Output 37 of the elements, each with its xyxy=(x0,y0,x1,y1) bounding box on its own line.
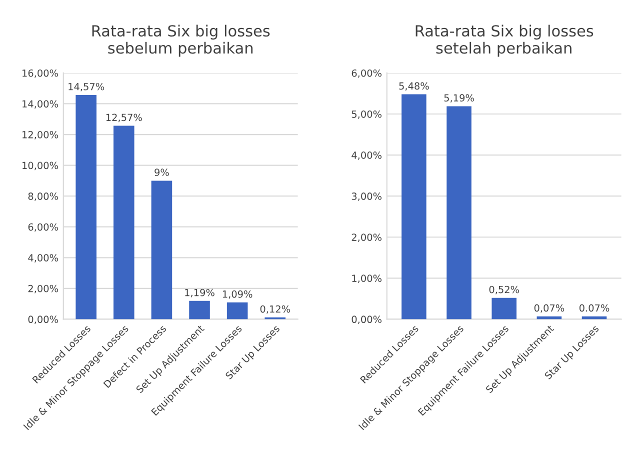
y-tick-label: 0,00% xyxy=(352,316,382,324)
y-tick-label: 3,00% xyxy=(352,192,382,201)
y-tick-label: 4,00% xyxy=(352,152,382,160)
data-label: 1,09% xyxy=(222,290,252,299)
y-tick-label: 0,00% xyxy=(28,316,58,324)
data-label: 0.07% xyxy=(579,304,610,312)
data-label: 0,07% xyxy=(534,304,564,313)
bar xyxy=(189,300,210,320)
chart-title: Rata-rata Six big losses setelah perbaikan xyxy=(416,24,594,57)
chart-title: Rata-rata Six big losses sebelum perbaikan xyxy=(92,24,270,57)
y-tick-label: 8,00% xyxy=(28,192,58,201)
bar xyxy=(114,126,134,320)
y-tick-label: 4,00% xyxy=(28,254,58,262)
data-label: 5,19% xyxy=(444,94,474,103)
bar xyxy=(76,94,96,320)
y-tick-label: 2,00% xyxy=(28,284,58,294)
bar xyxy=(446,106,472,320)
data-label: 0,12% xyxy=(260,305,290,314)
bar xyxy=(402,94,426,320)
data-label: 0,52% xyxy=(489,286,520,294)
y-tick-label: 10,00% xyxy=(22,162,58,170)
bar xyxy=(151,180,172,320)
y-tick-label: 14,00% xyxy=(22,100,58,109)
y-tick-label: 2,00% xyxy=(352,234,382,242)
y-tick-label: 12,00% xyxy=(22,131,58,140)
y-tick-label: 6,00% xyxy=(28,223,58,232)
bar xyxy=(226,302,248,320)
data-label: 14,57% xyxy=(68,82,104,92)
y-tick-label: 5,00% xyxy=(352,110,382,119)
data-label: 5,48% xyxy=(399,82,429,91)
y-tick-label: 6,00% xyxy=(352,69,382,78)
data-label: 9% xyxy=(154,168,169,176)
data-label: 1,19% xyxy=(185,288,214,298)
y-tick-label: 1,00% xyxy=(352,274,382,283)
data-label: 12,57% xyxy=(106,114,142,122)
bar xyxy=(492,298,517,320)
y-tick-label: 16,00% xyxy=(22,69,58,78)
